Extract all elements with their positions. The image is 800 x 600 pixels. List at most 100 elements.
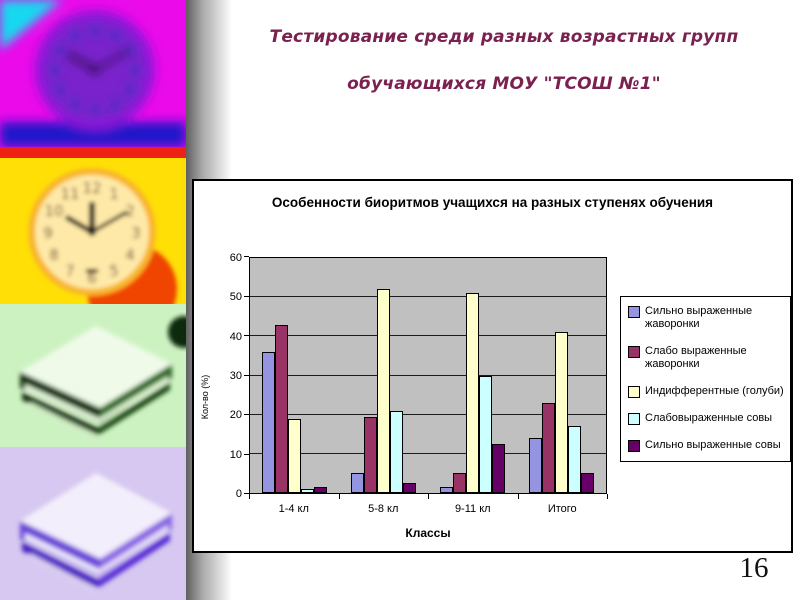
bar-groups [250,258,606,493]
green-papers-art [0,304,186,447]
bar [440,487,453,493]
legend-item: Слабо выраженные жаворонки [628,345,787,371]
svg-text:5: 5 [109,262,119,280]
svg-text:10: 10 [44,202,63,220]
x-axis-title: Классы [405,526,451,540]
gridline [250,296,606,298]
y-axis-tick-labels: 0 10 20 30 40 50 60 [200,252,242,500]
svg-text:3: 3 [131,224,141,242]
bar [390,410,403,493]
bar-group [428,258,517,493]
y-tick-label: 0 [235,488,242,500]
bar [529,438,542,493]
x-tick-label: 9-11 кл [454,503,491,515]
legend-label: Слабовыраженные совы [645,411,773,424]
bar [555,332,568,493]
gridline [250,335,606,337]
bar [453,473,466,493]
legend-swatch [628,306,640,318]
bar [314,487,327,493]
y-tick [244,453,249,455]
bar [364,416,377,493]
x-tick-label: 5-8 кл [368,503,399,515]
legend-swatch [628,440,640,452]
y-tick-label: 20 [229,409,242,422]
legend-swatch [628,412,640,425]
y-tick [244,335,249,337]
x-tick-label: 1-4 кл [278,503,309,515]
x-axis-ticks [249,494,608,499]
y-tick [244,374,249,376]
x-tick [338,494,340,499]
legend-item: Сильно выраженные жаворонки [628,305,787,331]
x-axis-tick-labels: 1-4 кл 5-8 кл 9-11 кл Итого [249,503,607,515]
bar [568,426,581,493]
legend-label: Индифферентные (голуби) [645,384,784,397]
bar-group [339,258,428,493]
x-tick-label: Итого [547,503,577,515]
green-papers-image [0,304,186,447]
slide-title: Тестирование среди разных возрастных гру… [214,27,794,94]
legend-label: Сильно выраженные совы [645,439,781,451]
slide-title-line2: обучающихся МОУ "ТСОШ №1" [347,74,661,94]
svg-text:7: 7 [65,262,75,280]
y-tick-label: 60 [229,252,242,264]
svg-text:8: 8 [49,246,59,264]
psychedelic-clock-image [0,0,186,147]
legend-item: Слабовыраженные совы [628,412,787,425]
bar [466,293,479,493]
bar [492,444,505,493]
x-tick [517,494,519,499]
bar [479,375,492,493]
legend-swatch [628,345,640,358]
svg-text:1: 1 [109,185,119,203]
chart-title: Особенности биоритмов учащихся на разных… [271,195,714,210]
y-tick [244,493,249,494]
svg-text:9: 9 [43,224,53,242]
slide-title-line1: Тестирование среди разных возрастных гру… [269,27,739,47]
legend-item: Индифферентные (голуби) [628,385,787,398]
y-tick [244,256,249,257]
gridline [250,452,606,454]
bar [262,352,275,493]
svg-text:12: 12 [82,179,101,197]
svg-text:4: 4 [125,246,135,264]
y-tick-label: 40 [229,330,242,343]
bar [351,473,364,493]
bar [288,418,301,493]
x-tick [249,494,250,499]
bar [403,483,416,493]
svg-text:2: 2 [125,202,135,220]
y-tick-label: 50 [229,291,242,304]
bar-group [517,258,606,493]
bar [377,289,390,493]
bar-chart: Особенности биоритмов учащихся на разных… [192,179,793,553]
legend-item: Сильно выраженные совы [628,439,787,452]
y-tick [244,414,249,416]
y-tick [244,295,249,297]
legend: Сильно выраженные жаворонки Слабо выражен… [620,296,791,462]
legend-swatch [628,385,640,398]
page-number: 16 [739,552,769,584]
bar [275,324,288,493]
purple-papers-image [0,447,186,600]
y-tick-label: 30 [229,370,242,382]
gridline [250,374,606,376]
svg-text:6: 6 [87,269,97,287]
x-tick [607,494,608,499]
gridline [250,413,606,415]
y-tick-label: 10 [229,448,242,461]
y-axis-ticks [244,256,249,494]
bar-group [250,258,339,493]
bar [542,402,555,493]
bar [581,473,594,493]
psychedelic-clock-art [0,0,186,147]
purple-papers-art [0,447,186,600]
x-tick [428,494,429,499]
legend-label: Слабо выраженные жаворонки [645,344,747,370]
bar [301,489,314,493]
plot-area [249,257,607,494]
